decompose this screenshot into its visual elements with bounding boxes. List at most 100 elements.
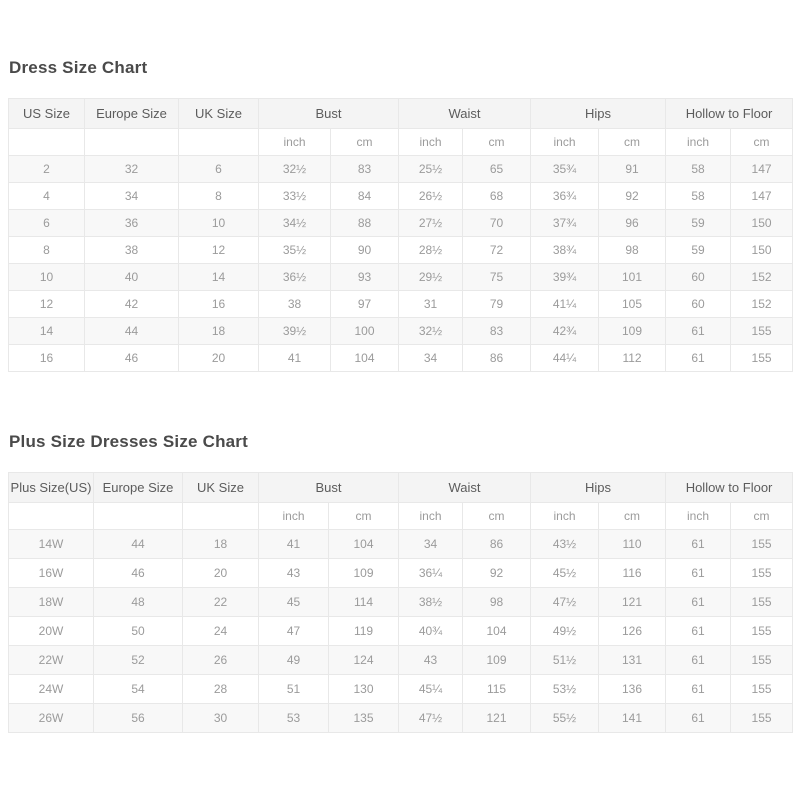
table-row: 26W 56 30 53 135 47½ 121 55½ 141 61 155 [8,703,794,733]
table-cell: 38 [84,236,179,264]
table-cell: 98 [462,587,532,617]
table-cell: 33½ [258,182,331,210]
table-cell: 61 [665,616,732,646]
group-header-row: Plus Size(US) Europe Size UK Size Bust W… [8,472,794,503]
table-cell: 152 [730,290,794,318]
table-cell: 51½ [530,645,600,675]
table-row: 14W 44 18 41 104 34 86 43½ 110 61 155 [8,529,794,559]
table-cell: 70 [462,209,532,237]
unit-label-inch: inch [530,128,600,156]
table-cell: 155 [730,317,794,345]
column-header-waist: Waist [398,98,532,129]
table-cell: 114 [327,587,400,617]
table-cell: 112 [598,344,667,372]
table-cell: 44 [93,529,183,559]
table-cell: 50 [93,616,183,646]
table-cell: 26W [8,703,94,733]
unit-label-inch: inch [530,502,600,530]
table-cell: 104 [462,616,532,646]
table-cell: 53 [258,703,329,733]
table-cell: 96 [598,209,667,237]
empty-cell [178,128,259,156]
table-cell: 40 [84,263,179,291]
table-cell: 31 [398,290,464,318]
column-header-uk-size: UK Size [178,98,259,129]
table-cell: 60 [665,290,732,318]
table-cell: 40¾ [398,616,464,646]
table-cell: 47½ [398,703,464,733]
unit-label-cm: cm [730,502,794,530]
table-cell: 8 [8,236,85,264]
table-cell: 61 [665,344,732,372]
table-cell: 155 [730,344,794,372]
unit-label-cm: cm [462,502,532,530]
table-cell: 12 [178,236,259,264]
table-cell: 35½ [258,236,331,264]
table-cell: 39½ [258,317,331,345]
table-cell: 109 [598,317,667,345]
table-cell: 126 [598,616,667,646]
unit-label-inch: inch [258,128,331,156]
table-cell: 52 [93,645,183,675]
table-cell: 92 [598,182,667,210]
table-cell: 43 [258,558,329,588]
table-cell: 26 [182,645,259,675]
table-row: 22W 52 26 49 124 43 109 51½ 131 61 155 [8,645,794,675]
table-cell: 61 [665,703,732,733]
table-cell: 155 [730,587,794,617]
table-cell: 20W [8,616,94,646]
table-body: 2 32 6 32½ 83 25½ 65 35¾ 91 58 147 4 34 8 33½ 84 26½ 68 36… [8,155,794,372]
table-cell: 6 [8,209,85,237]
table-cell: 36¼ [398,558,464,588]
table-cell: 101 [598,263,667,291]
column-header-bust: Bust [257,472,400,503]
table-cell: 14 [178,263,259,291]
table-cell: 86 [462,344,532,372]
dress-size-table: US Size Europe Size UK Size Bust Waist H… [8,98,794,372]
table-cell: 86 [462,529,532,559]
table-cell: 155 [730,703,794,733]
table-cell: 22 [182,587,259,617]
table-cell: 38½ [398,587,464,617]
table-cell: 16 [178,290,259,318]
table-cell: 155 [730,529,794,559]
empty-cell [84,128,179,156]
table-cell: 18 [178,317,259,345]
table-cell: 121 [598,587,667,617]
table-cell: 97 [329,290,400,318]
table-cell: 84 [329,182,400,210]
table-row: 8 38 12 35½ 90 28½ 72 38¾ 98 59 150 [8,236,794,264]
unit-label-cm: cm [730,128,794,156]
unit-header-row: inch cm inch cm inch cm inch cm [8,502,794,530]
table-cell: 38 [258,290,331,318]
dress-size-chart-title: Dress Size Chart [9,58,148,77]
table-cell: 16W [8,558,94,588]
table-cell: 24 [182,616,259,646]
column-header-hips: Hips [530,472,667,503]
table-cell: 155 [730,674,794,704]
table-cell: 6 [178,155,259,183]
column-header-europe-size: Europe Size [93,472,183,503]
table-cell: 105 [598,290,667,318]
column-header-waist: Waist [398,472,532,503]
table-cell: 61 [665,645,732,675]
table-cell: 32½ [258,155,331,183]
table-cell: 155 [730,616,794,646]
column-header-europe-size: Europe Size [84,98,179,129]
table-cell: 47½ [530,587,600,617]
table-cell: 34 [398,344,464,372]
table-cell: 91 [598,155,667,183]
table-cell: 65 [462,155,532,183]
table-cell: 43½ [530,529,600,559]
column-header-hips: Hips [530,98,667,129]
table-cell: 124 [327,645,400,675]
table-cell: 8 [178,182,259,210]
table-cell: 36 [84,209,179,237]
table-cell: 51 [258,674,329,704]
table-cell: 28 [182,674,259,704]
table-cell: 75 [462,263,532,291]
column-header-bust: Bust [257,98,400,129]
column-header-hollow-to-floor: Hollow to Floor [665,98,794,129]
table-cell: 24W [8,674,94,704]
table-cell: 22W [8,645,94,675]
